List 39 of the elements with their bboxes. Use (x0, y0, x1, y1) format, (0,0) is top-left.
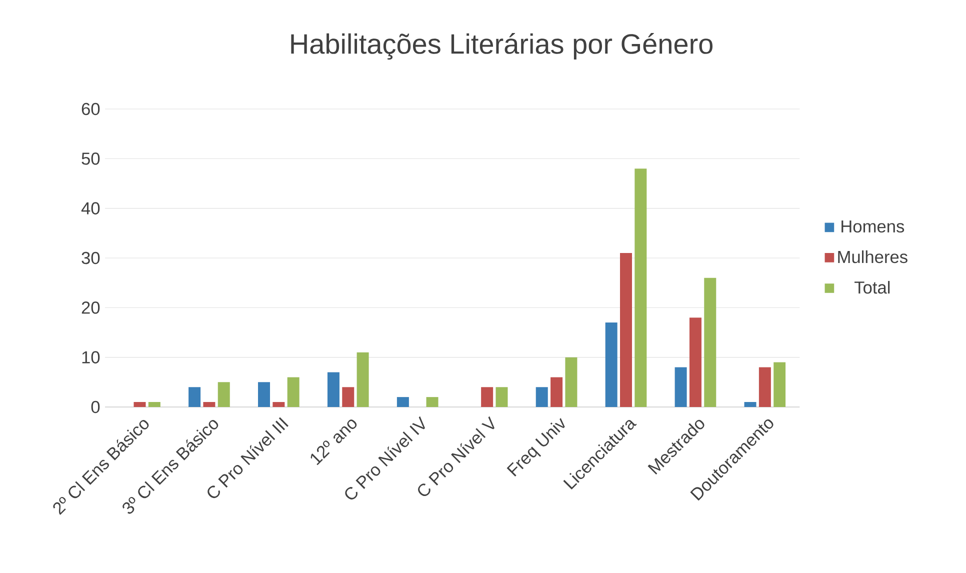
bar (634, 168, 647, 407)
bar (565, 357, 578, 407)
bar (744, 402, 756, 407)
bar (605, 322, 618, 407)
legend-label: Homens (842, 220, 904, 233)
y-tick-label: 40 (81, 202, 100, 214)
bar (704, 278, 716, 407)
bar (774, 362, 786, 407)
bar (426, 397, 438, 407)
bar (356, 352, 369, 407)
bar (674, 367, 687, 407)
y-tick-label: 60 (82, 102, 100, 116)
bar (481, 387, 494, 407)
bar (342, 387, 354, 407)
bar (287, 377, 300, 407)
bar (148, 402, 160, 407)
bar (218, 382, 230, 407)
bar (203, 402, 216, 407)
bar (550, 377, 563, 407)
y-tick-label: 20 (82, 302, 100, 314)
bar (536, 387, 548, 407)
y-tick-label: 50 (82, 152, 100, 165)
y-tick-label: 0 (91, 400, 100, 414)
chart-title: Habilitações Literárias por Género (291, 33, 712, 60)
bar (188, 387, 201, 407)
bar (496, 387, 508, 407)
x-tick-label: 12º ano (310, 420, 357, 466)
legend-label: Total (854, 280, 890, 294)
bar (758, 367, 771, 407)
bar (689, 318, 702, 407)
bar (620, 253, 632, 407)
bar (258, 382, 270, 407)
bar (134, 402, 146, 407)
bar (272, 402, 285, 407)
legend-label: Mulheres (838, 250, 908, 264)
y-tick-label: 30 (82, 252, 100, 264)
bar (327, 372, 340, 407)
bar (396, 397, 409, 407)
y-tick-label: 10 (82, 351, 100, 364)
